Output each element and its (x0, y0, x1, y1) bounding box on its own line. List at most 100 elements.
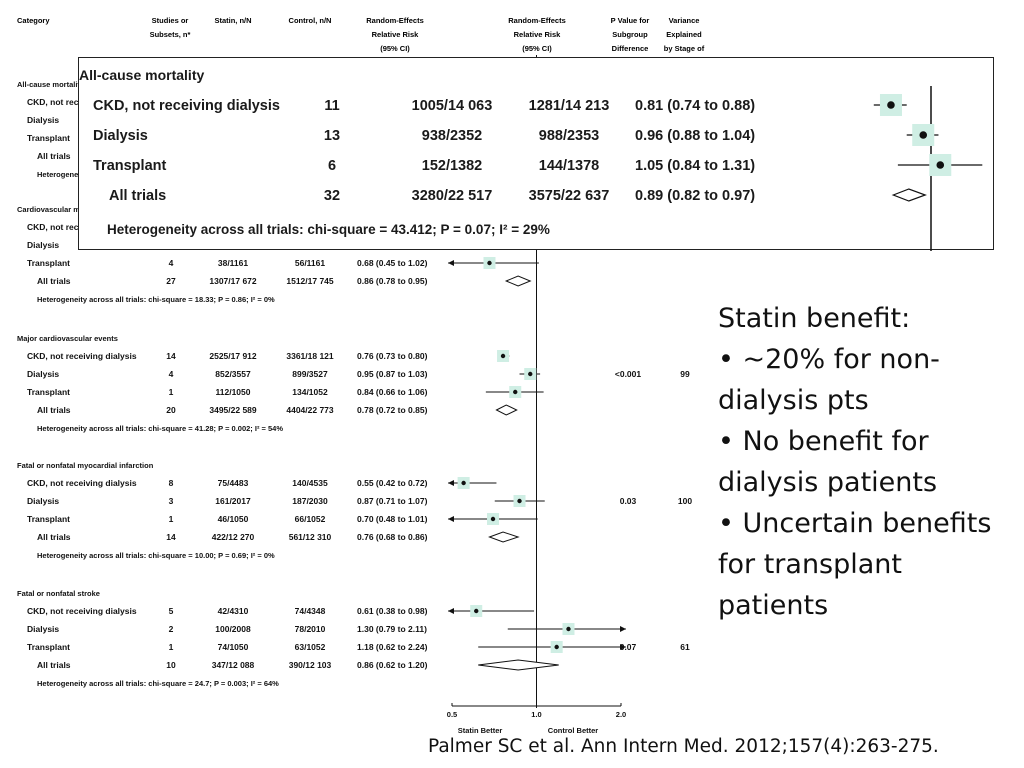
header-variance: Variance (669, 16, 700, 25)
variance-explained: 100 (678, 496, 692, 506)
statin-events: 75/4483 (218, 478, 249, 488)
variance-explained: 61 (680, 642, 690, 652)
studies-count: 20 (166, 405, 176, 415)
inset-control-events: 3575/22 637 (529, 188, 610, 204)
point-estimate (513, 389, 518, 395)
studies-count: 4 (169, 258, 174, 268)
header-studies: Subsets, n* (150, 30, 191, 39)
x-tick-label: 2.0 (616, 710, 626, 719)
header-variance: Explained (666, 30, 702, 39)
rr-ci-text: 0.95 (0.87 to 1.03) (357, 369, 428, 379)
ci-arrow-left (448, 480, 454, 486)
header-control: Control, n/N (289, 16, 332, 25)
group-title: All-cause mortality (17, 80, 85, 89)
subgroup-p-value: <0.001 (615, 369, 642, 379)
point-estimate (490, 516, 496, 522)
control-events: 56/1161 (295, 258, 326, 268)
rr-ci-text: 0.76 (0.68 to 0.86) (357, 532, 428, 542)
statin-events: 42/4310 (218, 606, 249, 616)
row-label: Dialysis (27, 115, 59, 125)
rr-ci-text: 0.78 (0.72 to 0.85) (357, 405, 428, 415)
inset-point-estimate (936, 161, 945, 169)
row-label: CKD, not receiving dialysis (27, 351, 137, 361)
control-events: 140/4535 (292, 478, 328, 488)
header-p-value: Subgroup (612, 30, 648, 39)
row-label: Dialysis (27, 369, 59, 379)
inset-row-label: CKD, not receiving dialysis (93, 98, 280, 114)
rr-ci-text: 0.87 (0.71 to 1.07) (357, 496, 428, 506)
group-title: Fatal or nonfatal stroke (17, 589, 100, 598)
rr-ci-text: 0.86 (0.62 to 1.20) (357, 660, 428, 670)
row-label: Transplant (27, 258, 70, 268)
header-p-value: Difference (612, 44, 649, 53)
header-rr-plot: (95% CI) (380, 44, 410, 53)
callout-line: • No benefit for (718, 426, 929, 457)
row-label: Transplant (27, 387, 70, 397)
group-title: Fatal or nonfatal myocardial infarction (17, 461, 154, 470)
callout-line: dialysis patients (718, 467, 938, 498)
group-title: Cardiovascular mortality (17, 205, 106, 214)
x-label-control-better: Control Better (548, 726, 598, 735)
callout-line: for transplant (718, 549, 903, 580)
point-estimate (500, 353, 506, 359)
subgroup-p-value: 0.03 (620, 496, 637, 506)
studies-count: 1 (169, 387, 174, 397)
callout-line: Statin benefit: (718, 303, 911, 334)
heterogeneity-note: Heterogeneity across all trials: chi-squ… (37, 295, 275, 304)
summary-row-label: All trials (37, 405, 71, 415)
statin-events: 2525/17 912 (209, 351, 257, 361)
callout-line: • ~20% for non- (718, 344, 940, 375)
header-p-value: P Value for (611, 16, 650, 25)
callout-line: patients (718, 590, 829, 621)
header-category: Category (17, 16, 50, 25)
summary-diamond (478, 659, 559, 671)
summary-diamond (488, 531, 520, 543)
rr-ci-text: 0.68 (0.45 to 1.02) (357, 258, 428, 268)
row-label: Dialysis (27, 240, 59, 250)
inset-summary-label: All trials (109, 188, 166, 204)
studies-count: 5 (169, 606, 174, 616)
studies-count: 4 (169, 369, 174, 379)
statin-events: 422/12 270 (212, 532, 255, 542)
statin-events: 1307/17 672 (209, 276, 257, 286)
rr-ci-text: 0.70 (0.48 to 1.01) (357, 514, 428, 524)
row-label: CKD, not receiving dialysis (27, 478, 137, 488)
statin-events: 38/1161 (218, 258, 249, 268)
ci-arrow-right (620, 626, 626, 632)
callout-line: • Uncertain benefits (718, 508, 992, 539)
heterogeneity-note: Heterogeneity across all trials: chi-squ… (37, 424, 283, 433)
control-events: 1512/17 745 (286, 276, 334, 286)
studies-count: 27 (166, 276, 176, 286)
inset-rr-ci-text: 0.89 (0.82 to 0.97) (635, 188, 755, 204)
control-events: 390/12 103 (289, 660, 332, 670)
inset-statin-events: 938/2352 (422, 128, 482, 144)
control-events: 74/4348 (295, 606, 326, 616)
control-events: 3361/18 121 (286, 351, 334, 361)
statin-events: 74/1050 (218, 642, 249, 652)
studies-count: 1 (169, 514, 174, 524)
studies-count: 3 (169, 496, 174, 506)
header-rr-plot: Random-Effects (366, 16, 424, 25)
inset-studies-count: 13 (324, 128, 340, 144)
rr-ci-text: 0.84 (0.66 to 1.06) (357, 387, 428, 397)
header-rr-text: Random-Effects (508, 16, 566, 25)
row-label: Transplant (27, 514, 70, 524)
statin-benefit-callout: Statin benefit: • ~20% for non- dialysis… (718, 298, 1018, 626)
statin-events: 3495/22 589 (209, 405, 257, 415)
statin-events: 161/2017 (215, 496, 251, 506)
inset-heterogeneity-note: Heterogeneity across all trials: chi-squ… (107, 222, 550, 237)
statin-events: 112/1050 (216, 387, 251, 397)
statin-events: 100/2008 (215, 624, 251, 634)
x-tick-label: 0.5 (447, 710, 457, 719)
inset-statin-events: 3280/22 517 (412, 188, 493, 204)
row-label: Dialysis (27, 496, 59, 506)
inset-control-events: 1281/14 213 (529, 98, 610, 114)
summary-row-label: All trials (37, 532, 71, 542)
inset-row-label: Dialysis (93, 128, 148, 144)
inset-rr-ci-text: 1.05 (0.84 to 1.31) (635, 158, 755, 174)
inset-rr-ci-text: 0.96 (0.88 to 1.04) (635, 128, 755, 144)
studies-count: 8 (169, 478, 174, 488)
statin-events: 347/12 088 (212, 660, 255, 670)
inset-studies-count: 6 (328, 158, 336, 174)
rr-ci-text: 1.30 (0.79 to 2.11) (357, 624, 427, 634)
